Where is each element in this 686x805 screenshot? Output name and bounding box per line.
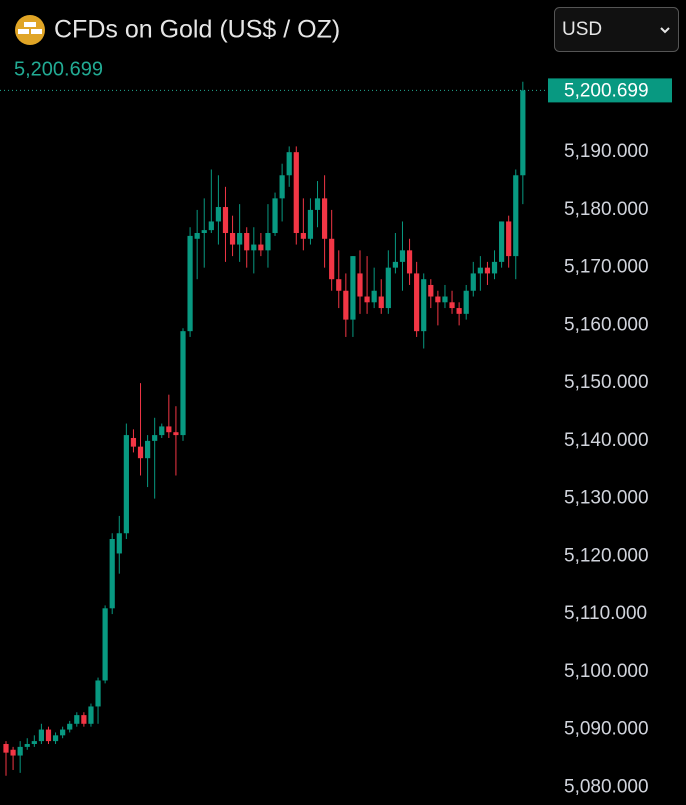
y-tick-label: 5,150.000 (564, 372, 649, 393)
candle-body (350, 256, 356, 320)
select-value[interactable]: USD (562, 19, 602, 40)
candle-body (102, 608, 108, 681)
chevron (660, 27, 670, 34)
candle-body (477, 267, 483, 274)
candle-body (286, 152, 292, 176)
candle-body (421, 279, 427, 332)
candle-body (194, 233, 200, 239)
candle-body (506, 221, 512, 257)
candle-body (38, 729, 44, 742)
candle-body (215, 207, 221, 222)
y-tick-label: 5,190.000 (564, 141, 649, 162)
candle-body (265, 233, 271, 251)
candle-body (336, 279, 342, 291)
candle-body (123, 435, 129, 534)
candle-body (222, 207, 229, 234)
candle-body (52, 735, 59, 742)
candle-body (17, 746, 23, 756)
currency-select[interactable]: USD (554, 7, 679, 52)
candle-body (258, 244, 264, 251)
candle-body (31, 741, 37, 744)
candle-body (24, 743, 30, 747)
candle-body (229, 233, 236, 245)
candle-body (293, 152, 299, 234)
candle-body (201, 230, 207, 234)
select-box[interactable] (554, 7, 679, 52)
last-price-label: 5,200.699 (564, 80, 649, 101)
candle-body (307, 209, 314, 239)
candle-body (109, 539, 115, 609)
candle-body (244, 233, 250, 251)
candle-body (237, 233, 243, 245)
last-price-box (548, 78, 672, 103)
candle-body (3, 743, 9, 753)
candle-body (392, 261, 398, 268)
candle-body (88, 706, 94, 724)
y-tick-label: 5,120.000 (564, 545, 649, 566)
candle-body (166, 426, 172, 433)
candle-body (499, 221, 505, 262)
candle-body (435, 296, 441, 303)
y-tick-label: 5,170.000 (564, 257, 649, 278)
candle-body (251, 244, 257, 251)
candle-body (187, 235, 193, 332)
candle-body (130, 437, 137, 447)
candle-body (322, 198, 328, 239)
candle-body (95, 680, 101, 707)
candle-body (173, 432, 179, 436)
y-tick-label: 5,180.000 (564, 199, 649, 220)
candle-body (414, 273, 420, 332)
candle-body (449, 302, 455, 309)
candle-body (520, 90, 526, 176)
candle-body (484, 267, 491, 274)
candle-body (314, 198, 321, 210)
y-tick-label: 5,090.000 (564, 719, 649, 740)
candle-body (10, 749, 16, 756)
candle-body (116, 533, 122, 554)
candle-body (406, 250, 413, 274)
candle-body (279, 175, 285, 199)
candle-body (463, 290, 469, 314)
y-tick-label: 5,140.000 (564, 430, 649, 451)
candle-body (180, 331, 186, 436)
chart-title: CFDs on Gold (US$ / OZ) (54, 16, 340, 44)
candle-body (456, 308, 462, 314)
candle-body (137, 446, 144, 459)
candle-body (208, 221, 214, 231)
candle-body (399, 250, 406, 262)
gold-icon (15, 15, 45, 45)
candle-body (371, 290, 377, 303)
candle-body (343, 290, 349, 320)
candle-body (60, 729, 66, 736)
candle-body (378, 296, 384, 309)
candle-body (428, 284, 434, 297)
y-tick-label: 5,100.000 (564, 661, 649, 682)
candle-body (81, 715, 87, 724)
header-price: 5,200.699 (14, 58, 103, 80)
candle-body (385, 267, 391, 309)
candle-body (152, 435, 158, 441)
candle-body (364, 296, 370, 303)
candle-body (74, 715, 80, 724)
candle-body (145, 440, 151, 459)
y-tick-label: 5,130.000 (564, 488, 649, 509)
candle-body (272, 198, 278, 234)
candle-body (67, 723, 73, 730)
y-tick-label: 5,080.000 (564, 776, 649, 797)
candle-body (45, 729, 52, 742)
candle-body (300, 233, 306, 239)
y-tick-label: 5,160.000 (564, 314, 649, 335)
candle-body (442, 296, 448, 303)
y-tick-label: 5,110.000 (564, 603, 647, 624)
candle-body (329, 238, 335, 280)
candle-body (470, 273, 476, 291)
candle-body (491, 261, 498, 274)
candle-body (159, 426, 165, 436)
candle-body (513, 175, 519, 257)
candle-body (357, 273, 363, 297)
